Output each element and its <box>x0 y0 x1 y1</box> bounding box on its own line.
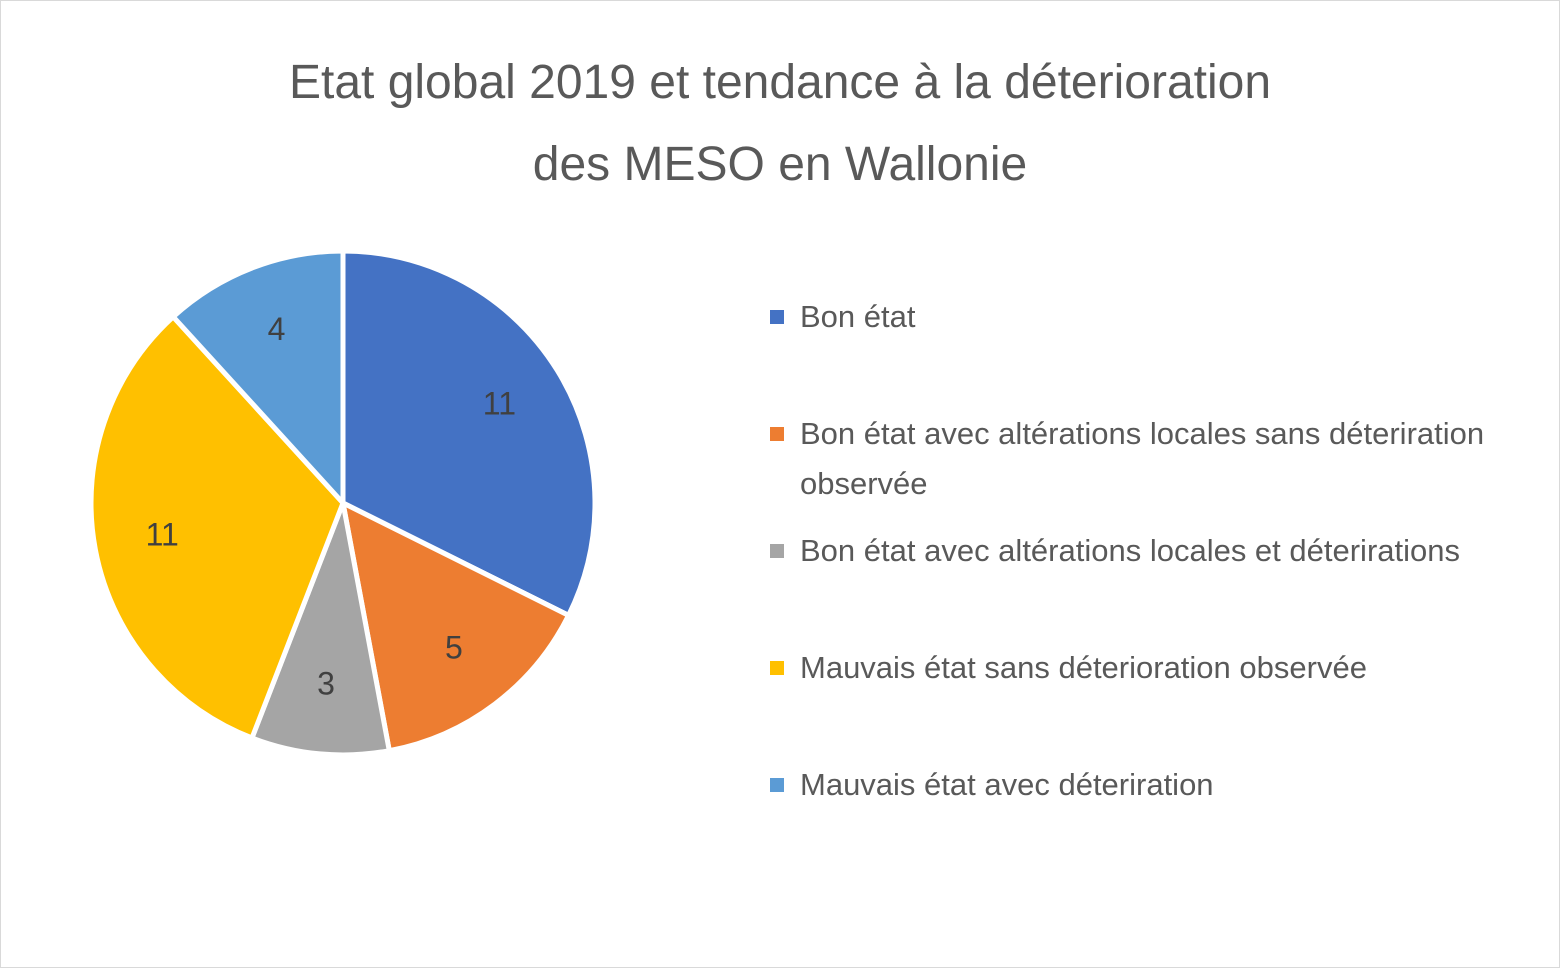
data-label: 3 <box>317 666 335 702</box>
legend-swatch <box>770 544 784 558</box>
legend-item: Bon état avec altérations locales et dét… <box>770 526 1530 576</box>
legend-label: Mauvais état sans déterioration observée <box>800 650 1367 685</box>
pie-slice <box>88 314 346 741</box>
legend-item: Mauvais état avec déteriration <box>770 760 1530 810</box>
legend-item: Mauvais état sans déterioration observée <box>770 643 1530 693</box>
legend-swatch <box>770 310 784 324</box>
legend-label: Bon état avec altérations locales et dét… <box>800 533 1460 568</box>
legend-swatch <box>770 661 784 675</box>
pie-slice <box>249 500 392 758</box>
chart-title: Etat global 2019 et tendance à la déteri… <box>0 42 1560 206</box>
legend-swatch <box>770 778 784 792</box>
legend-label: Bon état <box>800 299 916 334</box>
title-line: des MESO en Wallonie <box>532 138 1028 191</box>
legend-label: Bon état avec altérations locales sans d… <box>800 416 1485 501</box>
legend-item: Bon état <box>770 292 1530 342</box>
data-label: 11 <box>146 516 179 552</box>
legend-swatch <box>770 427 784 441</box>
data-label: 11 <box>483 386 516 422</box>
data-label: 5 <box>445 629 463 665</box>
data-label: 4 <box>268 311 286 347</box>
legend-label: Mauvais état avec déteriration <box>800 767 1214 802</box>
pie-slice <box>340 248 598 618</box>
title-line: Etat global 2019 et tendance à la déteri… <box>288 56 1272 109</box>
legend-item: Bon état avec altérations locales sans d… <box>770 409 1530 509</box>
pie-slice <box>170 248 346 506</box>
pie-slice <box>340 500 572 754</box>
